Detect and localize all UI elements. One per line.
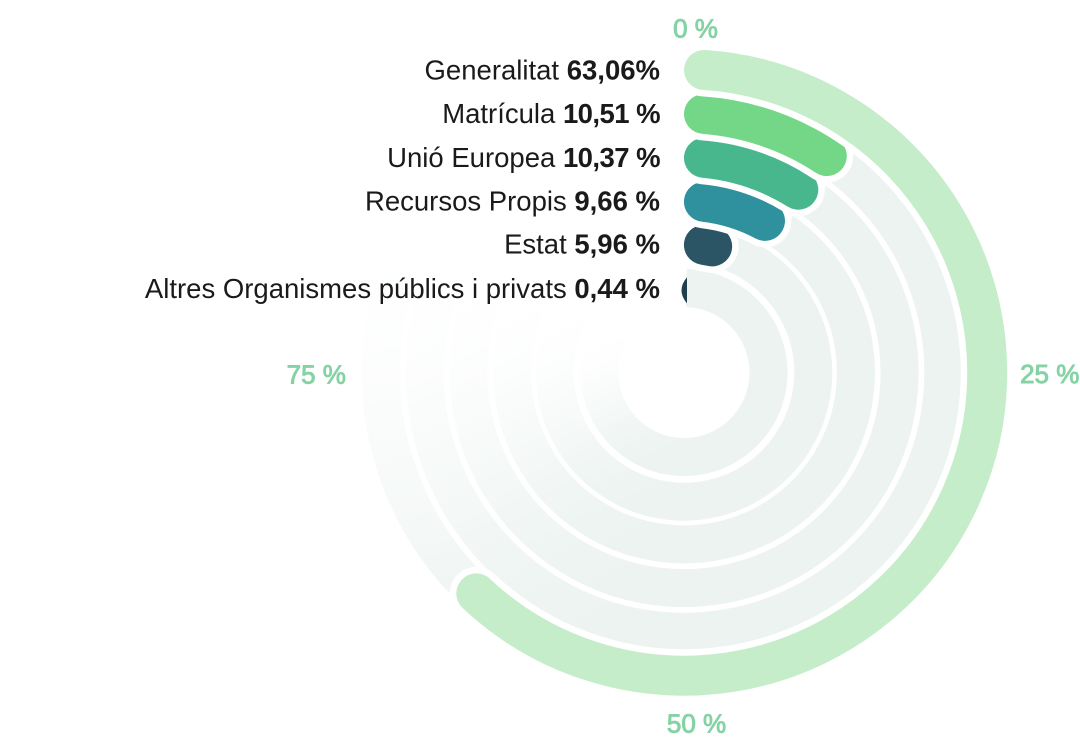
svg-text:Recursos Propis 9,66 %: Recursos Propis 9,66 % bbox=[365, 186, 660, 217]
svg-text:25 %: 25 % bbox=[1020, 359, 1079, 389]
svg-text:Altres Organismes públics i pr: Altres Organismes públics i privats 0,44… bbox=[145, 273, 660, 304]
svg-text:Estat 5,96 %: Estat 5,96 % bbox=[504, 228, 660, 259]
svg-text:Unió Europea 10,37 %: Unió Europea 10,37 % bbox=[387, 142, 660, 173]
svg-text:Matrícula 10,51 %: Matrícula 10,51 % bbox=[442, 98, 660, 129]
svg-text:Generalitat 63,06%: Generalitat 63,06% bbox=[425, 54, 660, 85]
svg-text:0 %: 0 % bbox=[673, 13, 718, 43]
svg-text:50 %: 50 % bbox=[667, 709, 726, 739]
svg-text:75 %: 75 % bbox=[287, 360, 346, 390]
